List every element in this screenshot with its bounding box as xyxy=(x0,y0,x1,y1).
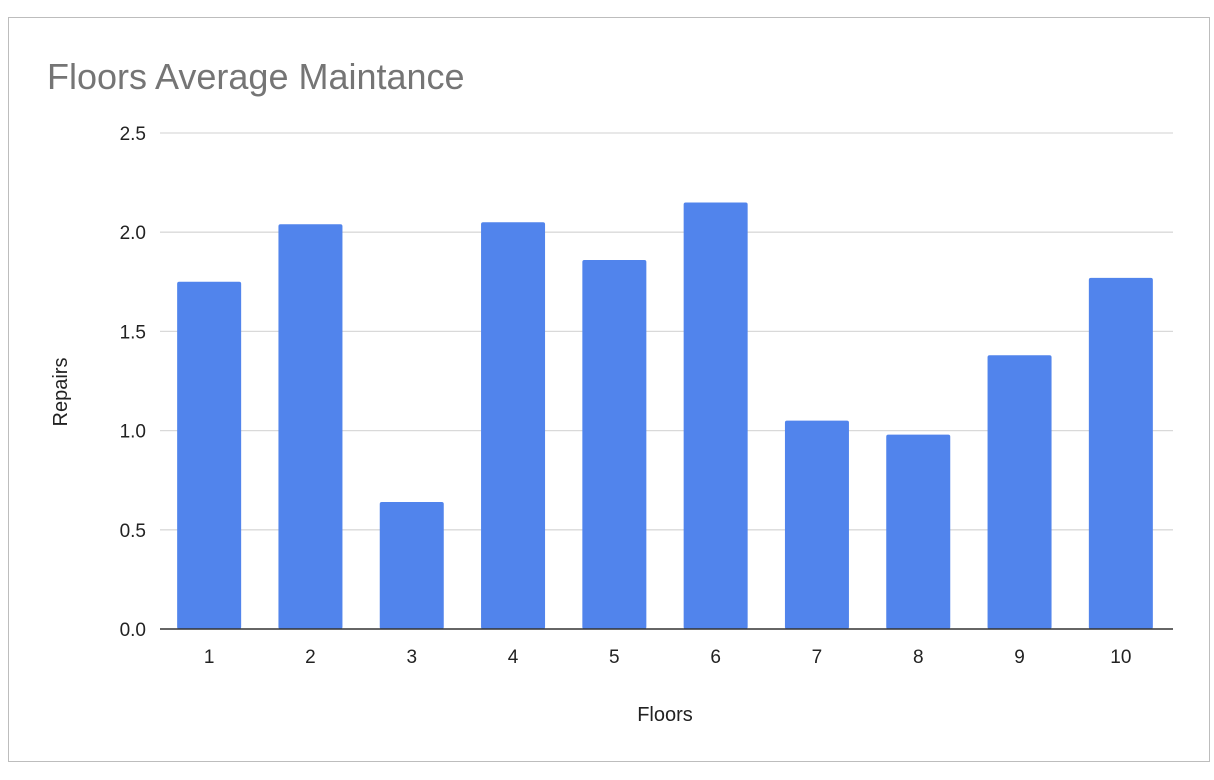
x-tick-label: 2 xyxy=(305,647,316,668)
bar xyxy=(987,355,1052,629)
x-tick-label: 1 xyxy=(204,647,215,668)
x-tick-label: 9 xyxy=(1014,647,1025,668)
x-tick-labels: 1 2 3 4 5 6 7 8 9 10 xyxy=(204,647,1132,668)
bar xyxy=(379,502,444,629)
y-axis-title: Repairs xyxy=(50,358,72,427)
x-tick-label: 4 xyxy=(508,647,519,668)
bar xyxy=(1088,277,1153,629)
bars xyxy=(177,202,1153,630)
bar xyxy=(177,281,242,629)
bar xyxy=(683,202,748,629)
x-tick-label: 8 xyxy=(913,647,924,668)
y-tick-label: 2.5 xyxy=(120,124,146,145)
bar xyxy=(784,420,849,629)
y-tick-label: 2.0 xyxy=(120,223,146,244)
bar xyxy=(481,222,546,629)
x-tick-label: 10 xyxy=(1110,647,1131,668)
x-tick-label: 5 xyxy=(609,647,620,668)
y-tick-label: 1.0 xyxy=(120,422,146,443)
x-tick-label: 6 xyxy=(710,647,721,668)
chart-title: Floors Average Maintance xyxy=(47,56,465,97)
y-tick-label: 0.5 xyxy=(120,521,146,542)
y-tick-labels: 0.0 0.5 1.0 1.5 2.0 2.5 xyxy=(120,124,146,641)
bar xyxy=(278,224,343,630)
bar xyxy=(582,259,647,629)
y-tick-label: 1.5 xyxy=(120,322,146,343)
y-tick-label: 0.0 xyxy=(120,620,146,641)
x-tick-label: 3 xyxy=(406,647,417,668)
x-axis-title: Floors xyxy=(637,704,693,726)
x-tick-label: 7 xyxy=(812,647,823,668)
bar xyxy=(886,434,951,629)
